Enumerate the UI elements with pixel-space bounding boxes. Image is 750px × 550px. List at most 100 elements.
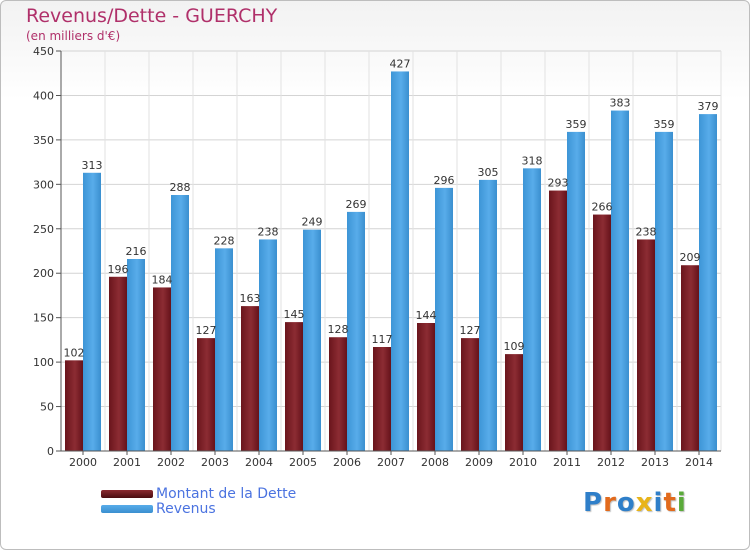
data-label: 313	[82, 159, 103, 172]
data-label: 145	[284, 308, 305, 321]
data-label: 296	[434, 174, 455, 187]
bar-revenus	[611, 110, 629, 452]
x-tick-label: 2005	[289, 456, 317, 469]
x-tick-label: 2009	[465, 456, 493, 469]
data-label: 109	[504, 340, 525, 353]
x-tick-label: 2004	[245, 456, 273, 469]
data-label: 305	[478, 166, 499, 179]
bar-revenus	[303, 229, 321, 451]
legend-swatch-revenus	[101, 505, 153, 513]
data-label: 209	[680, 251, 701, 264]
data-label: 379	[698, 100, 719, 113]
y-tick-label: 50	[40, 401, 54, 414]
bar-dette	[373, 347, 391, 451]
bar-dette	[329, 337, 347, 451]
data-label: 196	[108, 263, 129, 276]
y-tick-label: 250	[33, 223, 54, 236]
data-label: 427	[390, 57, 411, 70]
x-tick-label: 2012	[597, 456, 625, 469]
data-label: 238	[258, 225, 279, 238]
x-tick-label: 2007	[377, 456, 405, 469]
data-label: 318	[522, 154, 543, 167]
bar-dette	[681, 265, 699, 451]
y-tick-label: 450	[33, 45, 54, 58]
bar-revenus	[171, 195, 189, 451]
bar-dette	[461, 338, 479, 451]
y-tick-label: 400	[33, 89, 54, 102]
x-tick-label: 2014	[685, 456, 713, 469]
x-tick-label: 2010	[509, 456, 537, 469]
data-label: 144	[416, 309, 437, 322]
x-tick-label: 2013	[641, 456, 669, 469]
logo-letter: x	[635, 488, 654, 518]
bar-revenus	[655, 131, 673, 451]
data-label: 288	[170, 181, 191, 194]
data-label: 269	[346, 198, 367, 211]
data-label: 359	[654, 118, 675, 131]
data-label: 127	[196, 324, 217, 337]
bar-revenus	[127, 259, 145, 451]
data-label: 216	[126, 245, 147, 258]
bar-revenus	[523, 168, 541, 452]
logo-letter: t	[663, 488, 677, 518]
y-tick-label: 100	[33, 356, 54, 369]
bar-dette	[197, 338, 215, 451]
bar-revenus	[83, 172, 101, 451]
data-label: 228	[214, 234, 235, 247]
legend-label-dette: Montant de la Dette	[156, 486, 297, 502]
bar-revenus	[215, 248, 233, 451]
data-label: 238	[636, 225, 657, 238]
bar-revenus	[259, 239, 277, 451]
bar-dette	[109, 276, 127, 451]
bar-dette	[285, 322, 303, 451]
bar-revenus	[435, 187, 453, 451]
logo-letter: r	[603, 488, 617, 518]
logo-letter: i	[676, 488, 687, 518]
data-label: 127	[460, 324, 481, 337]
y-tick-label: 300	[33, 178, 54, 191]
data-label: 117	[372, 333, 393, 346]
x-tick-label: 2000	[69, 456, 97, 469]
bar-revenus	[567, 131, 585, 451]
data-label: 128	[328, 323, 349, 336]
x-tick-label: 2001	[113, 456, 141, 469]
bar-revenus	[347, 211, 365, 451]
legend-swatch-dette	[101, 490, 153, 498]
bar-dette	[65, 360, 83, 451]
bar-dette	[417, 323, 435, 451]
data-label: 359	[566, 118, 587, 131]
data-label: 163	[240, 292, 261, 305]
legend-label-revenus: Revenus	[156, 501, 216, 517]
proxiti-logo: Proxiti	[583, 488, 687, 518]
bar-dette	[549, 190, 567, 452]
x-tick-label: 2002	[157, 456, 185, 469]
bar-dette	[505, 354, 523, 451]
bar-dette	[153, 287, 171, 451]
logo-letter: o	[616, 488, 636, 518]
data-label: 266	[592, 201, 613, 214]
logo-letter: i	[653, 488, 664, 518]
bar-revenus	[699, 114, 717, 451]
bar-dette	[241, 306, 259, 451]
data-label: 249	[302, 216, 323, 229]
y-tick-label: 150	[33, 312, 54, 325]
data-label: 383	[610, 97, 631, 110]
y-tick-label: 0	[47, 445, 54, 458]
bar-dette	[593, 214, 611, 451]
y-tick-label: 200	[33, 267, 54, 280]
x-tick-label: 2008	[421, 456, 449, 469]
data-label: 102	[64, 346, 85, 359]
logo-letter: P	[583, 488, 604, 518]
bar-revenus	[391, 71, 409, 451]
chart-subtitle: (en milliers d'€)	[26, 29, 121, 43]
data-label: 293	[548, 177, 569, 190]
bar-dette	[637, 239, 655, 451]
chart-title: Revenus/Dette - GUERCHY	[26, 5, 278, 27]
y-tick-label: 350	[33, 134, 54, 147]
x-tick-label: 2003	[201, 456, 229, 469]
data-label: 184	[152, 273, 173, 286]
x-tick-label: 2011	[553, 456, 581, 469]
bar-revenus	[479, 179, 497, 451]
